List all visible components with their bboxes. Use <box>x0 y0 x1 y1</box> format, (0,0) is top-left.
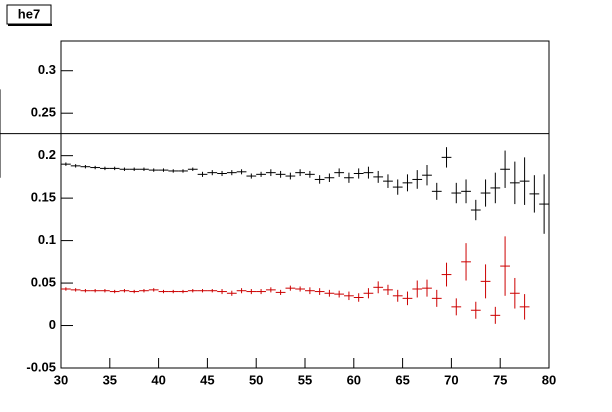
x-tick-label: 75 <box>493 372 507 387</box>
y-tick-label: 0.3 <box>38 62 56 77</box>
y-tick-label: -0.05 <box>26 359 56 374</box>
x-tick-label: 30 <box>54 372 68 387</box>
x-tick-label: 60 <box>347 372 361 387</box>
x-tick-label: 70 <box>444 372 458 387</box>
x-tick-label: 50 <box>249 372 263 387</box>
y-tick-label: 0.15 <box>31 190 56 205</box>
y-tick-label: 0.1 <box>38 232 56 247</box>
y-tick-label: 0 <box>49 317 56 332</box>
x-tick-label: 65 <box>395 372 409 387</box>
x-tick-label: 80 <box>542 372 556 387</box>
x-tick-label: 40 <box>151 372 165 387</box>
x-tick-label: 45 <box>200 372 214 387</box>
x-tick-label: 55 <box>298 372 312 387</box>
y-tick-label: 0.25 <box>31 105 56 120</box>
chart-title: he7 <box>18 6 40 21</box>
x-tick-label: 35 <box>103 372 117 387</box>
y-tick-label: 0.2 <box>38 147 56 162</box>
y-tick-label: 0.05 <box>31 275 56 290</box>
